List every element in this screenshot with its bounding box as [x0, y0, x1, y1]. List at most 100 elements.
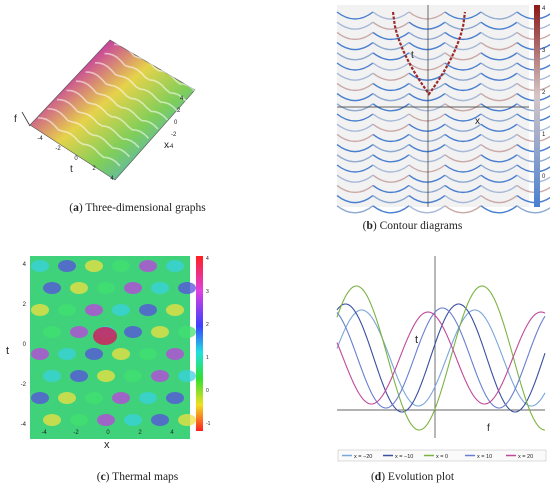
- thermal-cell: [178, 282, 196, 294]
- t-tick-label: -2: [21, 382, 27, 388]
- caption-a: (a) Three-dimensional graphs: [69, 202, 206, 214]
- contour-arc: [444, 184, 482, 194]
- thermal-cell: [97, 414, 115, 426]
- thermal-cell: [31, 304, 49, 316]
- axis-x-label: x: [104, 439, 110, 451]
- thermal-cell: [139, 392, 157, 404]
- thermal-cell: [58, 348, 76, 360]
- contour-arc: [444, 113, 482, 122]
- contour-arc: [372, 174, 410, 183]
- thermal-cell: [58, 392, 76, 404]
- colorbar: [534, 5, 540, 207]
- t-tick-label: -2: [55, 146, 61, 152]
- colorbar-ticks: 4 3 2 1 0: [542, 6, 546, 180]
- evolution-plot: t f x = −20 x = −10 x = 0 x = 10 x = 20: [336, 256, 547, 462]
- t-tick-label: 2: [92, 166, 96, 172]
- t-tick-label: 0: [23, 342, 27, 348]
- thermal-cell: [151, 370, 169, 382]
- colorbar-tick-label: 4: [206, 256, 209, 262]
- contour-arc: [408, 62, 446, 71]
- caption-b: (b) Contour diagrams: [362, 220, 463, 232]
- thermal-cell: [85, 304, 103, 316]
- thermal-cell: [166, 348, 184, 360]
- colorbar-tick-label: 4: [542, 6, 546, 12]
- contour-arc: [480, 154, 518, 163]
- contour-arc: [372, 144, 410, 153]
- contour-background: [337, 5, 529, 207]
- contour-arc: [408, 195, 446, 204]
- contour-arc: [444, 93, 482, 102]
- x-tick-labels: -4 -2 0 2 4: [41, 430, 174, 436]
- wave-series: [336, 307, 546, 409]
- contour-arc: [372, 195, 410, 204]
- legend-label: x = 10: [477, 454, 492, 460]
- contour-arc: [444, 133, 482, 143]
- x-tick-label: -2: [171, 132, 177, 138]
- contour-arc: [336, 42, 374, 51]
- contour-arc: [372, 113, 410, 122]
- thermal-cell: [178, 326, 196, 338]
- contour-arc: [372, 103, 410, 112]
- contour-arc: [444, 72, 482, 81]
- thermal-cell: [151, 414, 169, 426]
- x-tick-labels: 4 2 0 -2 -4: [168, 96, 184, 150]
- thermal-cell: [112, 260, 130, 272]
- contour-arc: [336, 52, 374, 61]
- surface-ridge: [47, 108, 131, 158]
- caption-b-text: Contour diagrams: [379, 220, 463, 232]
- axis-x-label: x: [475, 116, 480, 127]
- contour-arc: [408, 113, 446, 122]
- thermal-cell: [85, 260, 103, 272]
- caption-b-letter: b: [366, 220, 373, 232]
- contour-arc: [480, 184, 518, 194]
- axis-f-label: f: [14, 114, 17, 125]
- contour-arc: [444, 62, 482, 71]
- thermal-cell: [85, 392, 103, 404]
- x-tick-label: -4: [168, 144, 174, 150]
- contour-arc: [336, 72, 374, 81]
- contour-arc: [480, 42, 518, 51]
- wave-series: [336, 311, 546, 405]
- contour-arc: [408, 154, 446, 163]
- surface-ridges: [37, 43, 197, 167]
- x-tick-label: 0: [174, 120, 178, 126]
- contour-arc: [480, 21, 518, 30]
- thermal-cell: [58, 304, 76, 316]
- colorbar-tick-label: 2: [542, 90, 546, 96]
- contour-plot: t x 4 3 2 1 0: [336, 5, 550, 214]
- contour-arc: [444, 11, 482, 20]
- contour-arc: [408, 133, 446, 143]
- contour-arc: [444, 42, 482, 51]
- contour-arc: [480, 195, 518, 204]
- contour-arc: [336, 21, 374, 30]
- contour-arc: [408, 164, 446, 173]
- thermal-cell: [70, 282, 88, 294]
- contour-arc: [444, 164, 482, 173]
- axis-t-label: t: [6, 345, 9, 357]
- contour-arc: [444, 82, 482, 92]
- colorbar-tick-label: 0: [206, 388, 209, 394]
- thermal-cell: [43, 370, 61, 382]
- panel-a-3d-surface: f x t 4 2 0 -2 -4 -4 -2 0 2 4 (a) Three-dimensio…: [0, 0, 275, 215]
- contour-arc: [408, 144, 446, 153]
- contour-arc: [408, 21, 446, 30]
- caption-a-letter: a: [73, 202, 79, 214]
- wave-series: [336, 309, 546, 407]
- contour-arc: [336, 144, 374, 153]
- thermal-cell: [178, 414, 196, 426]
- contour-arc: [480, 52, 518, 61]
- contour-arc: [480, 205, 518, 214]
- surface-ridge: [37, 117, 121, 167]
- contour-arc: [480, 164, 518, 173]
- panel-c-thermal: t x -4 -2 0 2 4 4 2 0 -2 -4 4 3 2 1 0 -1 (c) Thermal …: [0, 248, 275, 493]
- t-tick-labels: 4 2 0 -2 -4: [21, 262, 27, 428]
- caption-d-letter: d: [374, 471, 382, 483]
- contour-arc: [336, 184, 374, 194]
- x-tick-label: -4: [41, 430, 47, 436]
- t-tick-labels: -4 -2 0 2 4: [37, 136, 114, 182]
- contour-arc: [444, 123, 482, 132]
- caption-c-letter: c: [100, 471, 106, 483]
- x-tick-label: 2: [177, 108, 181, 114]
- thermal-cells: [31, 260, 196, 426]
- surface-ridge: [85, 71, 169, 121]
